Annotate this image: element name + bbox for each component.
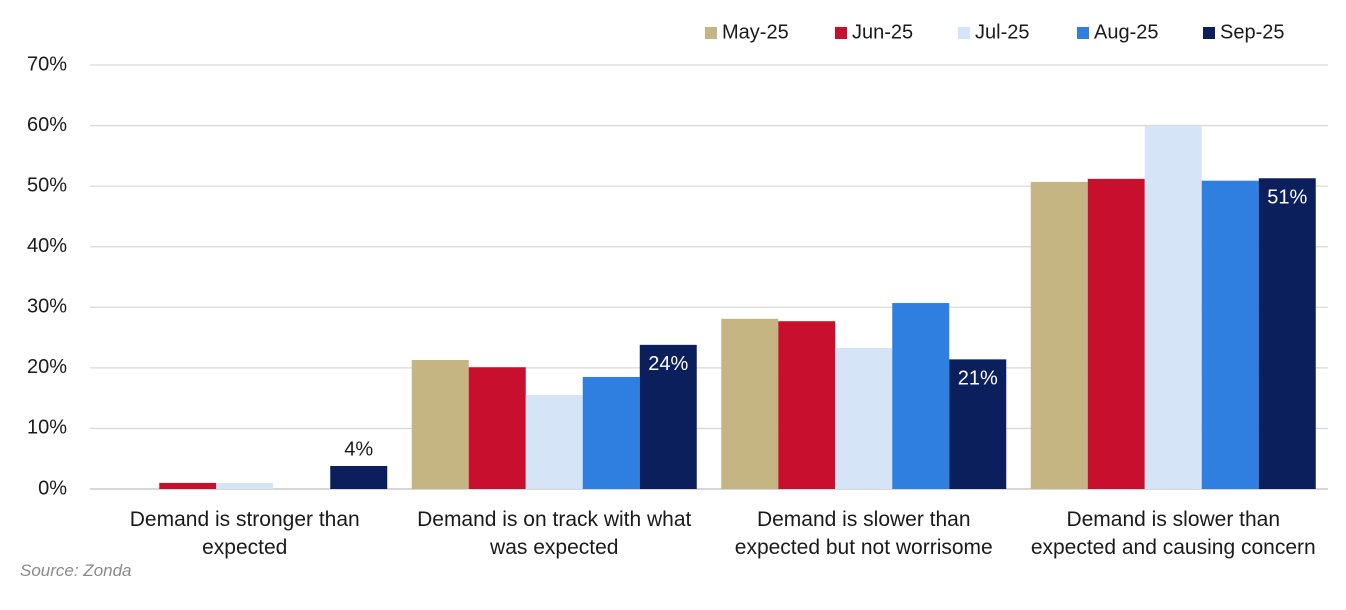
legend-swatch xyxy=(1203,27,1215,39)
bar xyxy=(835,347,893,489)
bar xyxy=(949,359,1007,489)
y-tick-label: 60% xyxy=(27,114,67,136)
legend-label: Sep-25 xyxy=(1220,21,1285,43)
bar xyxy=(778,321,836,489)
x-tick-label: Demand is slower than expected and causi… xyxy=(1030,508,1316,559)
bar xyxy=(721,318,779,489)
bar xyxy=(525,395,583,489)
y-tick-label: 20% xyxy=(27,356,67,378)
bar xyxy=(159,482,217,489)
bar xyxy=(892,303,950,489)
bar xyxy=(582,376,640,489)
y-tick-label: 50% xyxy=(27,174,67,196)
source-note: Source: Zonda xyxy=(20,561,132,580)
legend-swatch xyxy=(958,27,970,39)
legend-label: Jun-25 xyxy=(852,21,913,43)
bar xyxy=(1087,178,1145,490)
legend-label: Aug-25 xyxy=(1094,21,1159,43)
bar xyxy=(1144,126,1202,490)
value-label: 51% xyxy=(1267,187,1307,209)
y-tick-label: 0% xyxy=(38,477,67,499)
x-tick-label: Demand is slower than expected but not w… xyxy=(734,508,993,559)
bar xyxy=(216,482,274,489)
x-tick-label: Demand is stronger than expected xyxy=(129,508,360,559)
value-label: 24% xyxy=(648,353,688,375)
y-tick-label: 40% xyxy=(27,235,67,257)
bar xyxy=(639,344,697,489)
legend-label: Jul-25 xyxy=(975,21,1029,43)
value-label: 4% xyxy=(344,438,373,460)
bar xyxy=(1258,178,1316,490)
legend-swatch xyxy=(1077,27,1089,39)
legend-label: May-25 xyxy=(722,21,789,43)
bar xyxy=(1201,180,1259,490)
y-tick-label: 30% xyxy=(27,296,67,318)
value-label: 21% xyxy=(958,368,998,390)
bar xyxy=(330,465,388,489)
y-tick-label: 70% xyxy=(27,53,67,75)
bar xyxy=(411,359,469,489)
y-tick-label: 10% xyxy=(27,417,67,439)
bar xyxy=(1030,181,1088,489)
x-tick-label: Demand is on track with what was expecte… xyxy=(417,508,692,559)
legend-swatch xyxy=(705,27,717,39)
legend-swatch xyxy=(835,27,847,39)
bar xyxy=(468,367,526,489)
